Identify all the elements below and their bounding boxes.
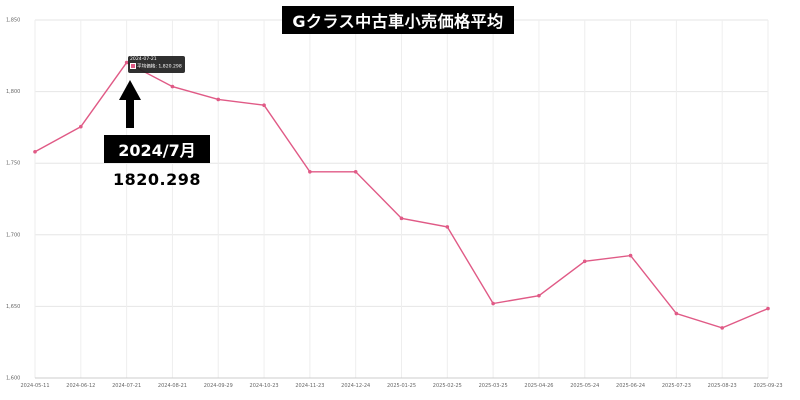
data-point: [216, 97, 221, 102]
x-tick-label: 2025-05-24: [570, 383, 599, 389]
data-point: [353, 169, 358, 174]
x-tick-label: 2025-06-24: [616, 383, 645, 389]
x-tick-label: 2024-08-21: [158, 383, 187, 389]
x-tick-label: 2024-05-11: [20, 383, 49, 389]
y-tick-label: 1,600: [6, 376, 20, 382]
x-tick-label: 2024-09-29: [204, 383, 233, 389]
x-tick-label: 2024-12-24: [341, 383, 370, 389]
data-point: [582, 259, 587, 264]
data-point: [537, 293, 541, 298]
x-tick-label: 2025-04-26: [524, 383, 553, 389]
y-tick-label: 1,750: [6, 161, 20, 167]
data-point: [308, 169, 312, 174]
data-point: [720, 326, 724, 330]
y-tick-label: 1,850: [6, 18, 20, 24]
tooltip-date: 2024-07-21: [130, 57, 157, 62]
x-tick-label: 2025-01-25: [387, 383, 416, 389]
tooltip-swatch: [130, 63, 136, 69]
tooltip-value: 平均価格: 1,820.298: [137, 64, 182, 70]
annotation-value: 1820.298: [112, 169, 201, 189]
annotation-label: 2024/7月: [104, 135, 210, 163]
x-tick-label: 2024-11-23: [295, 383, 324, 389]
x-tick-label: 2025-08-23: [708, 383, 737, 389]
data-point: [124, 60, 129, 65]
y-tick-label: 1,650: [6, 304, 20, 310]
data-tooltip: 2024-07-21 平均価格: 1,820.298: [128, 56, 185, 73]
data-point: [766, 306, 770, 311]
x-tick-label: 2024-06-12: [66, 383, 95, 389]
up-arrow-icon: [119, 80, 141, 128]
data-point: [445, 225, 450, 229]
data-point: [262, 103, 266, 108]
x-tick-label: 2025-09-23: [753, 383, 782, 389]
chart-title: Gクラス中古車小売価格平均: [282, 6, 514, 34]
data-point: [674, 311, 679, 316]
x-tick-label: 2025-02-25: [433, 383, 462, 389]
y-tick-label: 1,700: [6, 232, 20, 238]
data-point: [628, 253, 633, 258]
x-tick-label: 2024-10-23: [250, 383, 279, 389]
x-tick-label: 2025-03-25: [479, 383, 508, 389]
data-point: [79, 124, 83, 129]
tooltip-row: 平均価格: 1,820.298: [130, 63, 183, 71]
x-tick-label: 2024-07-21: [112, 383, 141, 389]
data-point: [170, 84, 175, 89]
data-point: [33, 149, 37, 154]
y-tick-label: 1,800: [6, 89, 20, 95]
data-point: [399, 216, 404, 221]
x-tick-label: 2025-07-23: [662, 383, 691, 389]
data-point: [491, 301, 495, 306]
